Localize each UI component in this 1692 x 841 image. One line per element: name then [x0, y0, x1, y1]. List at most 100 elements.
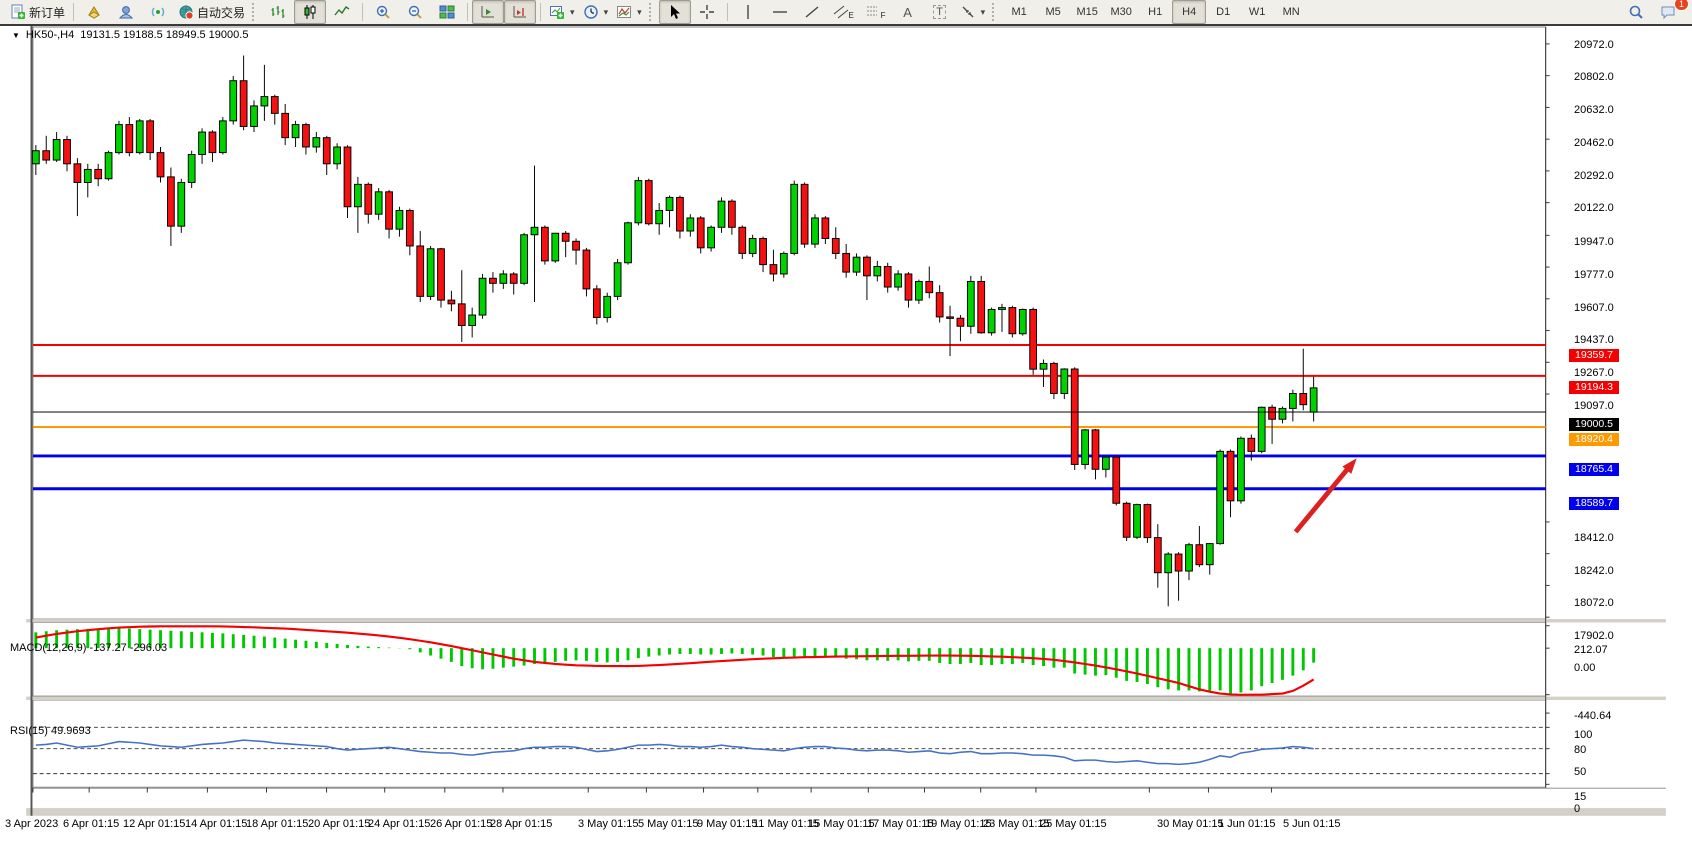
timeframe-MN[interactable]: MN	[1282, 6, 1300, 18]
time-label[interactable]: 5 May 01:15	[638, 818, 699, 830]
timeframe-M1[interactable]: M1	[1011, 6, 1027, 18]
price-tick-20122.0[interactable]: 20122.0	[1574, 202, 1614, 215]
new-order-button[interactable]: 新订单	[6, 0, 69, 24]
time-label[interactable]: 25 May 01:15	[1040, 818, 1107, 830]
candlestick-chart-button[interactable]	[294, 0, 327, 24]
autotrading-button[interactable]: 自动交易	[174, 0, 249, 24]
time-label[interactable]: 11 May 01:15	[753, 818, 819, 830]
search-button[interactable]	[1620, 0, 1652, 24]
price-tick-19437.0[interactable]: 19437.0	[1574, 334, 1614, 347]
zoom-in-button[interactable]	[367, 0, 399, 24]
collapse-arrow-icon[interactable]: ▼	[12, 30, 20, 40]
candle	[1205, 543, 1214, 566]
price-tick-18072.0[interactable]: 18072.0	[1574, 597, 1614, 610]
periods-button[interactable]	[579, 0, 613, 24]
candle	[322, 137, 331, 165]
rsi-axis-100[interactable]: 100	[1574, 729, 1593, 741]
chart-canvas[interactable]	[0, 26, 1692, 841]
time-label[interactable]: 15 May 01:15	[808, 818, 875, 830]
price-tick-19607.0[interactable]: 19607.0	[1574, 301, 1614, 314]
horizontal-line-button[interactable]	[764, 0, 796, 24]
separator	[362, 3, 364, 21]
time-label[interactable]: 5 Jun 01:15	[1283, 818, 1341, 830]
time-label[interactable]: 17 May 01:15	[867, 818, 934, 830]
price-tick-19267.0[interactable]: 19267.0	[1574, 367, 1614, 380]
time-label[interactable]: 6 Apr 01:15	[63, 818, 120, 830]
text-label-button[interactable]: T	[924, 0, 956, 24]
timeframe-W1[interactable]: W1	[1248, 6, 1266, 18]
tile-windows-button[interactable]	[431, 0, 463, 24]
candle	[104, 152, 113, 180]
price-tick-19097.0[interactable]: 19097.0	[1574, 399, 1614, 412]
candle	[1018, 308, 1027, 335]
time-label[interactable]: 14 Apr 01:15	[185, 818, 248, 830]
zoom-out-button[interactable]	[399, 0, 431, 24]
rsi-pane	[32, 726, 1546, 775]
time-label[interactable]: 23 May 01:15	[983, 818, 1050, 830]
line-chart-button[interactable]	[326, 0, 358, 24]
timeframe-M30[interactable]: M30	[1110, 6, 1132, 18]
candle	[302, 124, 310, 148]
arrows-button[interactable]	[956, 0, 990, 24]
trend-arrow-line[interactable]	[1293, 463, 1353, 534]
time-label[interactable]: 3 May 01:15	[578, 818, 639, 830]
auto-scroll-button[interactable]	[472, 0, 505, 24]
price-tick-18242.0[interactable]: 18242.0	[1574, 564, 1614, 577]
equidistant-channel-button[interactable]: E	[828, 0, 860, 24]
time-label[interactable]: 19 May 01:15	[925, 818, 992, 830]
price-tick-19947.0[interactable]: 19947.0	[1574, 235, 1614, 248]
price-tick-18412.0[interactable]: 18412.0	[1574, 531, 1614, 544]
time-label[interactable]: 3 Apr 2023	[5, 818, 59, 830]
price-tick-17902.0[interactable]: 17902.0	[1574, 630, 1614, 643]
crosshair-icon	[699, 5, 714, 19]
bar-chart-button[interactable]	[262, 0, 294, 24]
price-tick-20462.0[interactable]: 20462.0	[1574, 136, 1614, 149]
macd-axis-0.00[interactable]: 0.00	[1574, 662, 1596, 674]
candle	[115, 124, 123, 154]
new-order-label: 新订单	[29, 5, 66, 20]
vertical-line-button[interactable]	[732, 0, 764, 24]
time-label[interactable]: 20 Apr 01:15	[308, 818, 371, 830]
macd-axis-212.07[interactable]: 212.07	[1574, 644, 1608, 656]
timeframe-H1[interactable]: H1	[1148, 6, 1163, 18]
time-label[interactable]: 18 Apr 01:15	[246, 818, 309, 830]
price-tick-19777.0[interactable]: 19777.0	[1574, 268, 1614, 281]
rsi-axis-0[interactable]: 0	[1574, 802, 1581, 815]
rsi-axis-15[interactable]: 15	[1574, 791, 1587, 804]
time-label[interactable]: 30 May 01:15	[1157, 818, 1224, 830]
candle	[1309, 387, 1318, 413]
time-label[interactable]: 12 Apr 01:15	[123, 818, 186, 830]
candle	[883, 266, 892, 288]
timeframe-H4[interactable]: H4	[1172, 0, 1207, 24]
rsi-axis-50[interactable]: 50	[1574, 765, 1587, 778]
fibonacci-button[interactable]: F	[860, 0, 892, 24]
styler-button[interactable]	[78, 0, 110, 24]
text-button[interactable]: A	[892, 0, 924, 24]
price-tick-20972.0[interactable]: 20972.0	[1574, 38, 1614, 51]
time-label[interactable]: 26 Apr 01:15	[430, 818, 493, 830]
candle	[250, 105, 258, 127]
timeframe-D1[interactable]: D1	[1216, 6, 1231, 18]
price-tick-20632.0[interactable]: 20632.0	[1574, 104, 1614, 116]
trendline-button[interactable]	[796, 0, 828, 24]
cursor-button[interactable]	[658, 0, 691, 24]
new-chart-icon	[550, 6, 565, 19]
chart-shift-button[interactable]	[504, 0, 537, 24]
price-tick-20292.0[interactable]: 20292.0	[1574, 169, 1614, 182]
time-label[interactable]: 1 Jun 01:15	[1218, 818, 1276, 830]
crosshair-button[interactable]	[691, 0, 723, 24]
price-tick-20802.0[interactable]: 20802.0	[1574, 71, 1614, 84]
time-label[interactable]: 28 Apr 01:15	[490, 818, 553, 830]
candle	[354, 183, 362, 208]
timeframe-M15[interactable]: M15	[1076, 6, 1098, 18]
notifications-button[interactable]: 1	[1652, 0, 1689, 24]
time-label[interactable]: 9 May 01:15	[697, 818, 758, 830]
terminal-button[interactable]	[142, 0, 174, 24]
new-chart-button[interactable]	[545, 0, 579, 24]
macd-axis--440.64[interactable]: -440.64	[1574, 710, 1612, 722]
time-label[interactable]: 24 Apr 01:15	[368, 818, 431, 830]
timeframe-M5[interactable]: M5	[1045, 6, 1061, 18]
rsi-axis-80[interactable]: 80	[1574, 743, 1587, 756]
navigator-button[interactable]	[110, 0, 142, 24]
indicators-button[interactable]	[612, 0, 646, 24]
